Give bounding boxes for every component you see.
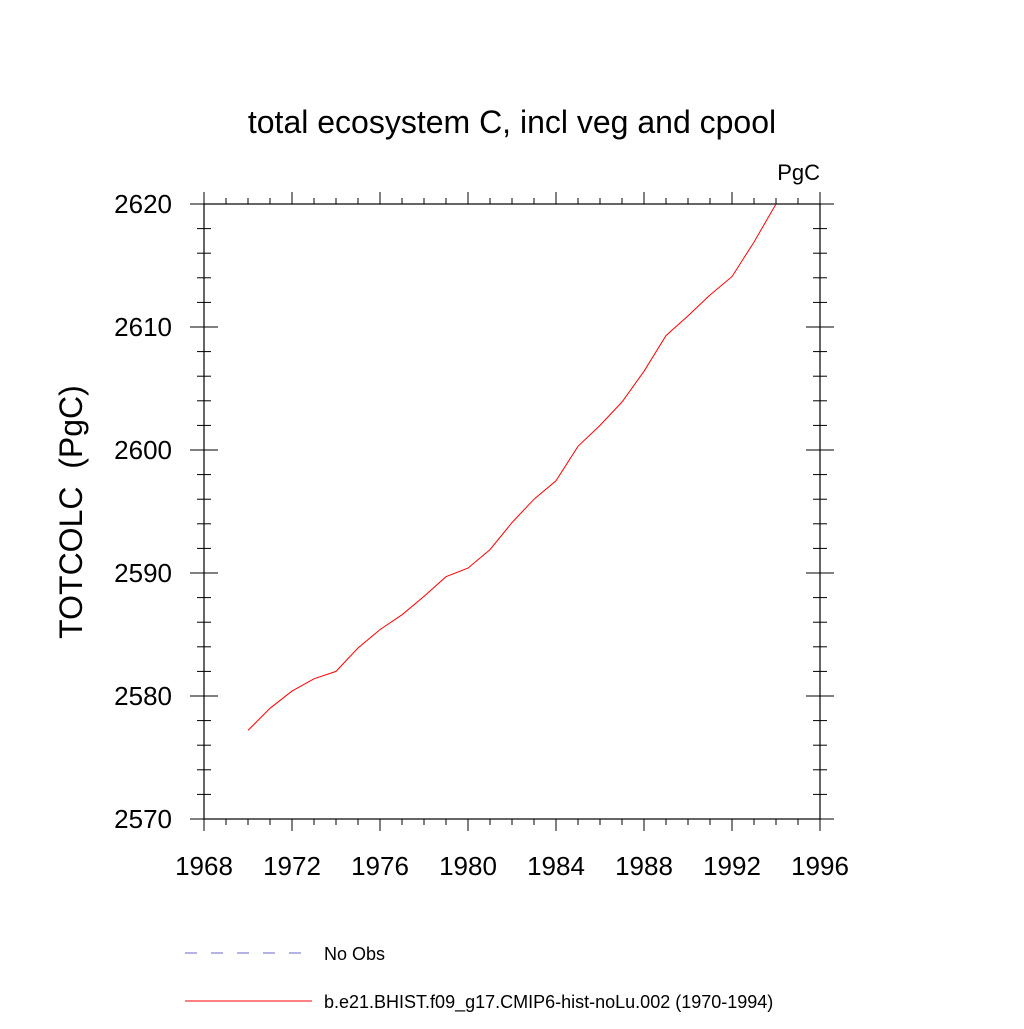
x-tick-label: 1996: [791, 851, 849, 881]
legend-label-model-run: b.e21.BHIST.f09_g17.CMIP6-hist-noLu.002 …: [324, 992, 773, 1013]
y-tick-label: 2600: [114, 435, 172, 465]
y-axis-label: TOTCOLC (PgC): [53, 385, 89, 639]
legend: No Obs b.e21.BHIST.f09_g17.CMIP6-hist-no…: [185, 944, 773, 1013]
y-tick-label: 2620: [114, 189, 172, 219]
y-tick-label: 2570: [114, 804, 172, 834]
chart-title: total ecosystem C, incl veg and cpool: [248, 104, 776, 140]
series-line: [247, 203, 777, 731]
y-tick-label: 2610: [114, 312, 172, 342]
legend-label-no-obs: No Obs: [324, 944, 385, 964]
x-tick-label: 1980: [439, 851, 497, 881]
y-tick-label: 2580: [114, 681, 172, 711]
x-tick-label: 1972: [263, 851, 321, 881]
x-tick-label: 1992: [703, 851, 761, 881]
x-tick-label: 1976: [351, 851, 409, 881]
plot-frame: [203, 203, 821, 820]
y-tick-label: 2590: [114, 558, 172, 588]
series-layer: [247, 203, 777, 731]
x-tick-label: 1984: [527, 851, 585, 881]
x-tick-label: 1988: [615, 851, 673, 881]
x-tick-label: 1968: [175, 851, 233, 881]
units-label: PgC: [777, 160, 820, 185]
axis-ticks: 1968 1972 1976 1980 1984 1988 1992 1996 2570 2580…: [114, 189, 849, 881]
